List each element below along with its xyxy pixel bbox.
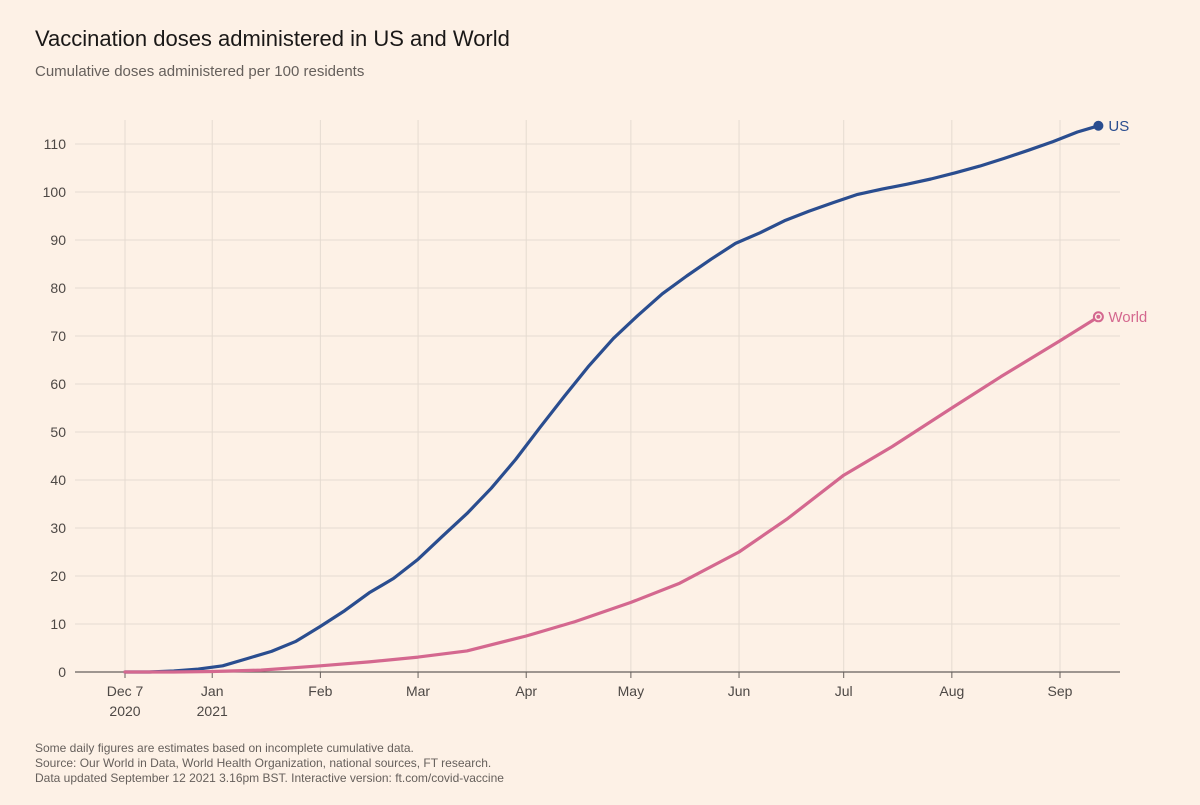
x-tick-label: Mar [406, 683, 430, 699]
chart-title: Vaccination doses administered in US and… [35, 26, 510, 51]
series-line-world [123, 315, 1100, 674]
y-tick-label: 10 [50, 616, 66, 632]
x-tick-label: Jan [201, 683, 224, 699]
footer-source: Source: Our World in Data, World Health … [35, 756, 492, 770]
y-tick-label: 70 [50, 328, 66, 344]
y-tick-label: 80 [50, 280, 66, 296]
y-tick-label: 110 [44, 136, 67, 152]
chart-footer: Some daily figures are estimates based o… [35, 741, 504, 786]
x-tick-label: Jul [835, 683, 853, 699]
x-tick-label: Jun [728, 683, 751, 699]
x-tick-label: May [618, 683, 644, 699]
y-tick-label: 100 [43, 184, 67, 200]
series-end-label-world: World [1108, 309, 1147, 326]
y-tick-label: 90 [50, 232, 66, 248]
y-tick-label: 60 [50, 376, 66, 392]
x-tick-sublabel: 2020 [109, 703, 140, 719]
footer-note: Some daily figures are estimates based o… [35, 741, 414, 755]
x-tick-sublabel: 2021 [197, 703, 228, 719]
y-tick-label: 40 [50, 472, 66, 488]
x-tick-label: Sep [1048, 683, 1073, 699]
line-chart: 0 10 20 30 40 50 60 70 80 90 100 110 Dec 7 2020 Jan 202… [43, 118, 1148, 719]
series-line-us [123, 124, 1100, 674]
y-tick-label: 30 [50, 520, 66, 536]
x-tick-label: Feb [308, 683, 332, 699]
y-tick-label: 50 [50, 424, 66, 440]
x-tick-label: Apr [515, 683, 537, 699]
series-end-point-us [1093, 120, 1104, 131]
x-tick-label: Dec 7 [107, 683, 144, 699]
x-tick-label: Aug [939, 683, 964, 699]
y-tick-label: 20 [50, 568, 66, 584]
footer-updated: Data updated September 12 2021 3.16pm BS… [35, 771, 504, 785]
series-end-point-core-world [1096, 314, 1101, 319]
chart-subtitle: Cumulative doses administered per 100 re… [35, 63, 365, 80]
y-tick-label: 0 [58, 664, 66, 680]
series-end-label-us: US [1108, 118, 1129, 135]
